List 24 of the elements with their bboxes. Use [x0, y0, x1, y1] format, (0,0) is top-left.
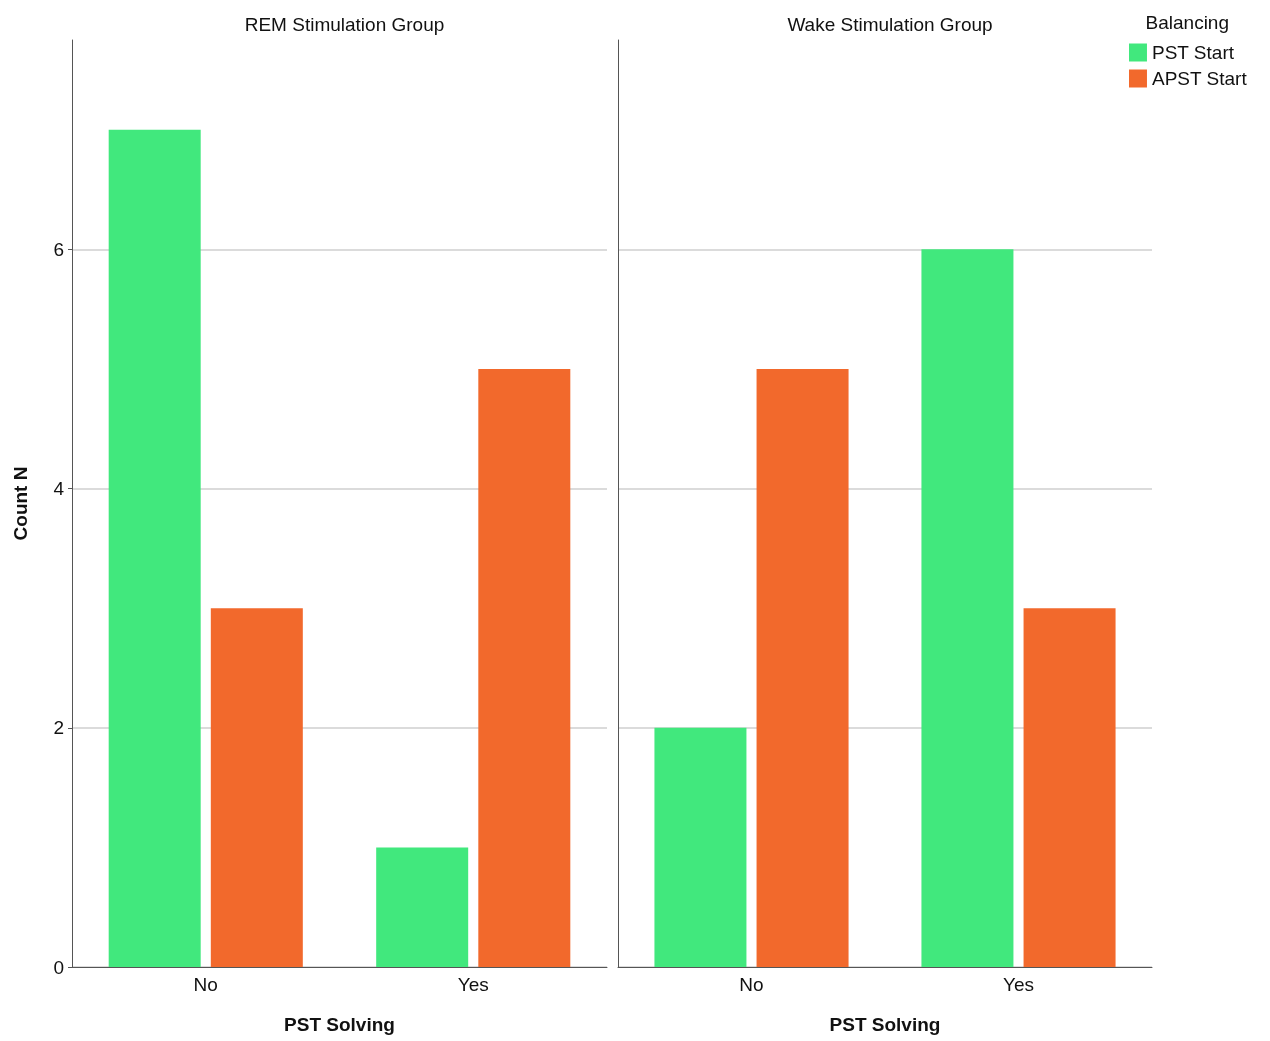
legend-label: APST Start	[1151, 68, 1248, 89]
chart-title: REM Stimulation Group	[244, 14, 445, 35]
y-tick-label: 6	[53, 238, 64, 260]
bar	[376, 847, 469, 967]
bar	[478, 368, 571, 967]
legend-label: PST Start	[1151, 42, 1235, 63]
x-tick-label: Yes	[457, 974, 489, 995]
x-tick-label: No	[739, 974, 764, 995]
y-axis-title: Count N	[10, 466, 31, 541]
x-tick-label: No	[193, 974, 218, 995]
x-axis-title: PST Solving	[284, 1014, 395, 1035]
bar	[1023, 608, 1116, 967]
bar	[654, 727, 747, 967]
y-tick-label: 4	[53, 478, 65, 500]
bar	[210, 608, 303, 967]
bar	[756, 368, 849, 967]
y-tick-label: 2	[53, 717, 64, 739]
bar	[921, 249, 1014, 967]
y-tick-label: 0	[53, 956, 64, 978]
x-axis-title: PST Solving	[829, 1014, 941, 1035]
legend-title: Balancing	[1145, 12, 1229, 33]
x-tick-label: Yes	[1003, 974, 1034, 995]
chart-title: Wake Stimulation Group	[787, 14, 993, 35]
bar	[108, 129, 201, 967]
